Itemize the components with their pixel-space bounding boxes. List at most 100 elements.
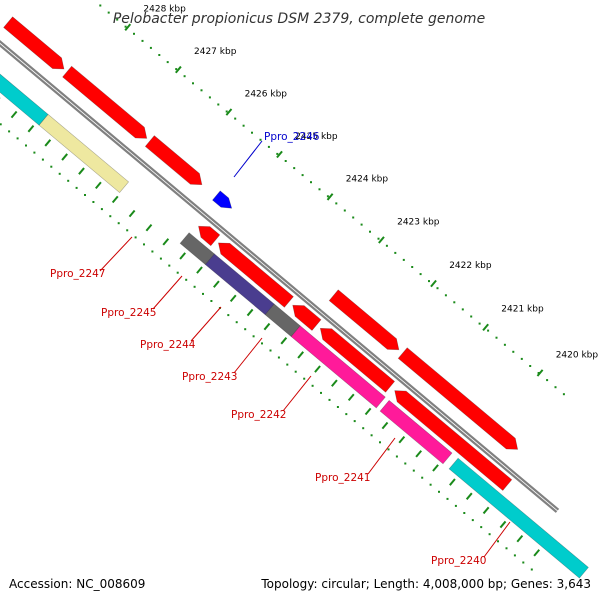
gc-skew-dot <box>84 194 86 196</box>
scale-dot <box>284 160 287 162</box>
scale-tick <box>124 23 132 31</box>
gc-skew-dot <box>421 476 424 479</box>
gc-skew-dot <box>0 123 2 126</box>
gc-skew-dot <box>8 130 11 133</box>
scale-dot <box>107 11 110 14</box>
scale-dot <box>225 110 228 113</box>
scale-dot <box>453 301 456 304</box>
scale-tick <box>430 279 437 288</box>
gc-skew-dot <box>277 356 280 359</box>
gc-skew-dot <box>412 469 415 472</box>
scale-label: 2423 kbp <box>397 217 440 227</box>
scale-dot <box>444 294 447 297</box>
scale-dot <box>166 61 169 64</box>
gc-skew-tick <box>398 435 406 444</box>
gc-skew-dot <box>336 406 339 408</box>
scale-label: 2422 kbp <box>449 261 492 271</box>
gene-label-ppro-2244: Ppro_2244 <box>140 339 196 351</box>
scale-tick <box>378 236 385 244</box>
gc-skew-tick <box>128 209 136 218</box>
scale-dot <box>470 315 473 318</box>
gc-skew-tick <box>229 294 237 303</box>
scale-dot <box>377 237 380 240</box>
scale-tick <box>482 323 489 331</box>
gc-skew-tick <box>213 280 220 288</box>
scale-dot <box>478 322 481 325</box>
scale-dot <box>495 336 498 339</box>
scale-dot <box>326 195 329 198</box>
gc-skew-tick <box>465 492 473 500</box>
gc-skew-tick <box>10 110 18 119</box>
gene-label-ppro-2241: Ppro_2241 <box>315 472 370 484</box>
gc-skew-tick <box>432 464 439 472</box>
gc-skew-dot <box>227 314 230 317</box>
gc-skew-dot <box>16 137 19 140</box>
reverse-gene <box>198 225 221 247</box>
gc-skew-ring <box>0 97 541 571</box>
gc-skew-tick <box>449 478 456 486</box>
gc-skew-tick <box>516 534 524 543</box>
selected-gene-marker <box>212 190 233 209</box>
gc-skew-dot <box>395 455 398 458</box>
scale-dotted-ring <box>99 4 565 396</box>
gc-skew-tick <box>246 308 254 317</box>
forward-gene <box>62 65 148 139</box>
gc-skew-dot <box>328 398 331 401</box>
gc-skew-tick <box>61 153 68 161</box>
map-title: Pelobacter propionicus DSM 2379, complet… <box>113 11 485 27</box>
topology-text: Topology: circular; Length: 4,008,000 bp… <box>261 577 591 591</box>
gc-skew-tick <box>364 407 372 416</box>
gc-skew-dot <box>244 328 247 331</box>
gene-label-ppro-2247: Ppro_2247 <box>50 268 105 280</box>
genome-backbone <box>0 40 560 513</box>
gc-skew-dot <box>202 292 204 295</box>
scale-dot <box>385 244 388 247</box>
gc-skew-dot <box>497 540 499 543</box>
gc-skew-dot <box>353 420 356 423</box>
scale-dot <box>335 202 338 205</box>
gc-skew-dot <box>530 568 533 571</box>
cog-track-segment <box>379 399 453 465</box>
gc-skew-dot <box>134 236 137 239</box>
scale-dot <box>242 124 245 127</box>
gc-skew-dot <box>159 257 162 260</box>
scale-dot <box>259 138 262 141</box>
scale-dot <box>267 145 270 148</box>
gc-skew-dot <box>471 519 474 522</box>
gene-leader-line <box>233 337 263 374</box>
gc-skew-tick <box>331 379 338 387</box>
gc-skew-tick <box>179 252 186 260</box>
scale-label: 2428 kbp <box>143 5 186 15</box>
gc-skew-dot <box>193 285 196 288</box>
scale-dot <box>310 181 312 184</box>
gc-skew-dot <box>387 448 390 451</box>
backbone-line <box>0 40 560 511</box>
gc-skew-dot <box>429 483 432 486</box>
scale-dot <box>360 223 363 226</box>
gc-skew-tick <box>381 421 389 430</box>
scale-dot <box>301 174 304 177</box>
scale-dot <box>208 96 211 99</box>
scale-dot <box>217 103 220 106</box>
scale-dot <box>487 329 490 332</box>
gene-leader-line <box>99 236 133 272</box>
gc-skew-tick <box>162 238 170 246</box>
gc-skew-dot <box>50 165 53 168</box>
scale-dot <box>276 152 279 155</box>
cog-track-segment <box>448 457 589 579</box>
scale-tick <box>276 150 283 159</box>
scale-dot <box>116 18 119 21</box>
scale-dot <box>175 68 178 71</box>
gene-leader-line <box>190 306 222 342</box>
gc-skew-tick <box>297 351 304 359</box>
gene-leader-line <box>367 437 396 475</box>
gc-skew-dot <box>505 547 508 550</box>
scale-dot <box>124 25 127 28</box>
gc-skew-tick <box>263 322 271 331</box>
gc-skew-dot <box>109 215 112 218</box>
reverse-gene <box>292 304 322 331</box>
cog-track-segment <box>290 325 386 409</box>
scale-dot <box>529 365 532 367</box>
gc-skew-dot <box>261 342 263 345</box>
